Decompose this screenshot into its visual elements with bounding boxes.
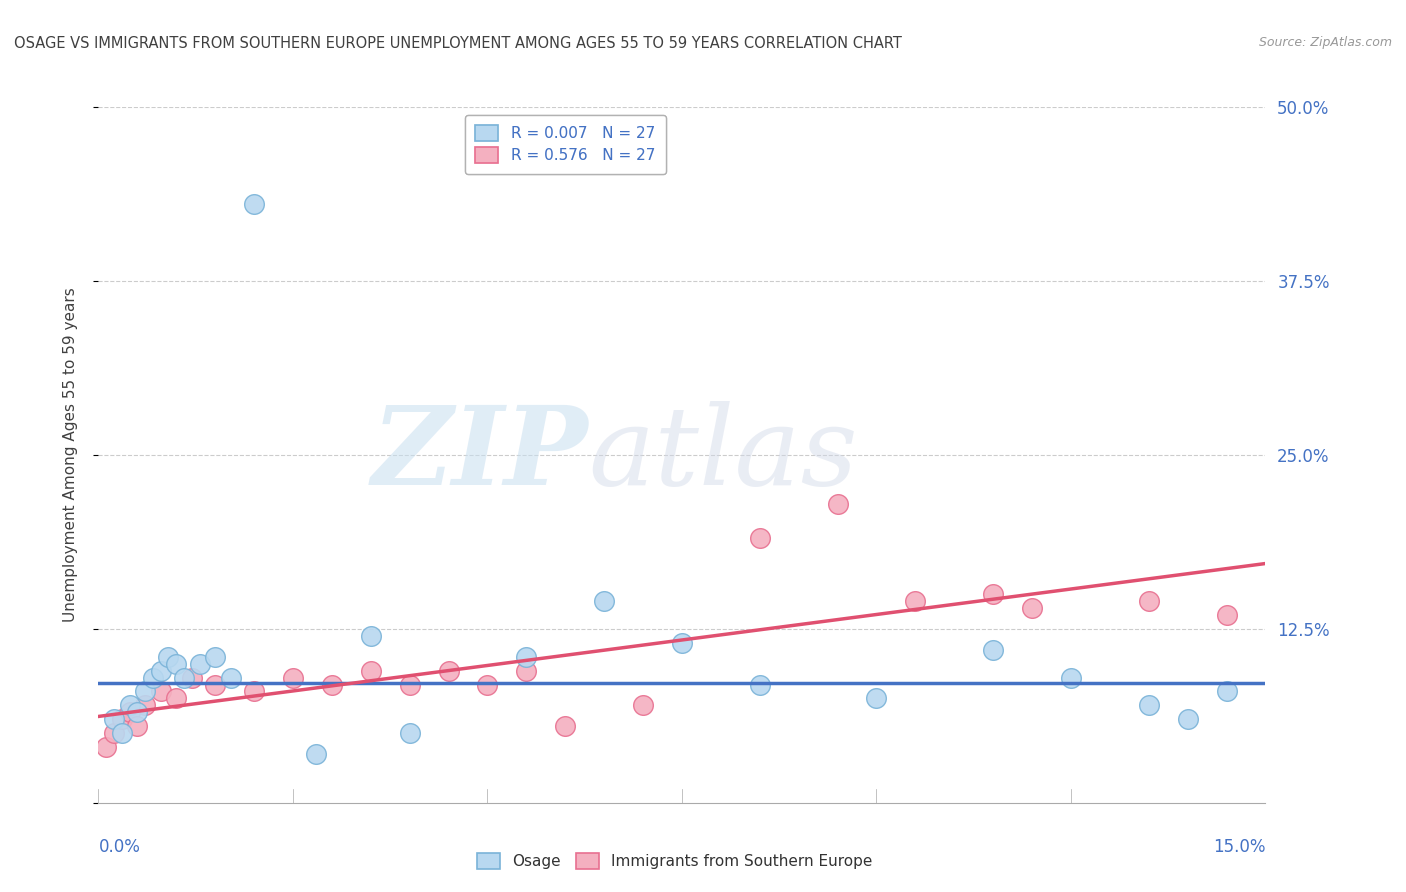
Point	[188, 657, 211, 671]
Point	[981, 642, 1004, 657]
Point	[134, 698, 156, 713]
Point	[1137, 698, 1160, 713]
Point	[305, 747, 328, 761]
Legend: Osage, Immigrants from Southern Europe: Osage, Immigrants from Southern Europe	[471, 847, 879, 875]
Point	[111, 712, 134, 726]
Point	[515, 664, 537, 678]
Point	[165, 657, 187, 671]
Point	[103, 712, 125, 726]
Point	[631, 698, 654, 713]
Point	[1215, 607, 1237, 622]
Text: 15.0%: 15.0%	[1213, 838, 1265, 855]
Point	[165, 691, 187, 706]
Y-axis label: Unemployment Among Ages 55 to 59 years: Unemployment Among Ages 55 to 59 years	[63, 287, 77, 623]
Point	[1137, 594, 1160, 608]
Point	[173, 671, 195, 685]
Point	[827, 497, 849, 511]
Text: 0.0%: 0.0%	[98, 838, 141, 855]
Point	[904, 594, 927, 608]
Point	[554, 719, 576, 733]
Point	[204, 649, 226, 664]
Point	[360, 664, 382, 678]
Point	[1060, 671, 1083, 685]
Point	[398, 726, 420, 740]
Point	[219, 671, 242, 685]
Point	[593, 594, 616, 608]
Point	[1177, 712, 1199, 726]
Point	[96, 740, 118, 755]
Point	[748, 532, 770, 546]
Point	[111, 726, 134, 740]
Point	[204, 677, 226, 691]
Text: Source: ZipAtlas.com: Source: ZipAtlas.com	[1258, 36, 1392, 49]
Point	[103, 726, 125, 740]
Point	[127, 706, 149, 720]
Point	[118, 698, 141, 713]
Point	[360, 629, 382, 643]
Point	[1021, 601, 1043, 615]
Point	[127, 719, 149, 733]
Point	[477, 677, 499, 691]
Point	[149, 664, 172, 678]
Point	[748, 677, 770, 691]
Point	[243, 684, 266, 698]
Point	[865, 691, 887, 706]
Point	[149, 684, 172, 698]
Point	[142, 671, 165, 685]
Point	[515, 649, 537, 664]
Point	[118, 706, 141, 720]
Legend: R = 0.007   N = 27, R = 0.576   N = 27: R = 0.007 N = 27, R = 0.576 N = 27	[465, 115, 665, 174]
Point	[134, 684, 156, 698]
Point	[157, 649, 180, 664]
Text: OSAGE VS IMMIGRANTS FROM SOUTHERN EUROPE UNEMPLOYMENT AMONG AGES 55 TO 59 YEARS : OSAGE VS IMMIGRANTS FROM SOUTHERN EUROPE…	[14, 36, 901, 51]
Point	[671, 636, 693, 650]
Point	[180, 671, 202, 685]
Text: ZIP: ZIP	[373, 401, 589, 508]
Point	[981, 587, 1004, 601]
Point	[243, 197, 266, 211]
Point	[437, 664, 460, 678]
Point	[1215, 684, 1237, 698]
Point	[398, 677, 420, 691]
Point	[281, 671, 304, 685]
Point	[321, 677, 343, 691]
Text: atlas: atlas	[589, 401, 858, 508]
